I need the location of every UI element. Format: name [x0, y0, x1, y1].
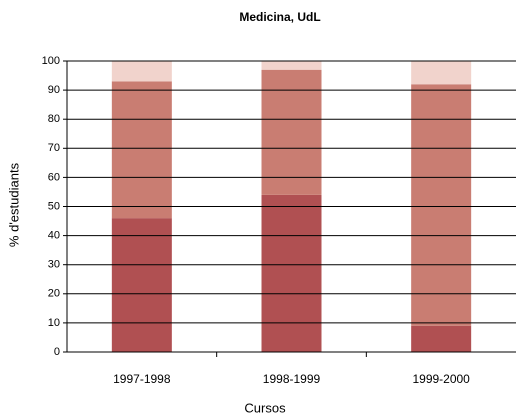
y-tick-label: 0 [54, 346, 60, 358]
bar-segment [411, 84, 472, 326]
bar-segment [411, 325, 472, 352]
y-tick-label: 100 [42, 55, 60, 67]
y-tick-label: 30 [48, 259, 60, 271]
y-tick-label: 60 [48, 171, 60, 183]
x-axis-label: Cursos [244, 400, 286, 415]
bar-segment [111, 218, 172, 352]
y-tick-label: 90 [48, 84, 60, 96]
y-tick-label: 40 [48, 230, 60, 242]
y-tick-label: 70 [48, 142, 60, 154]
bar-segment [261, 194, 322, 352]
y-tick-label: 10 [48, 317, 60, 329]
y-tick-label: 50 [48, 200, 60, 212]
bar-segment [261, 61, 322, 70]
bar-segment [411, 61, 472, 85]
bar-segment [111, 81, 172, 219]
bar-segment [111, 61, 172, 82]
x-tick-label: 1999-2000 [412, 372, 470, 386]
bar-segment [261, 69, 322, 195]
y-tick-label: 20 [48, 288, 60, 300]
y-tick-label: 80 [48, 113, 60, 125]
chart-title: Medicina, UdL [239, 10, 320, 24]
x-tick-label: 1998-1999 [263, 372, 321, 386]
y-axis-label: % d'estudiants [6, 162, 21, 247]
x-tick-label: 1997-1998 [113, 372, 171, 386]
